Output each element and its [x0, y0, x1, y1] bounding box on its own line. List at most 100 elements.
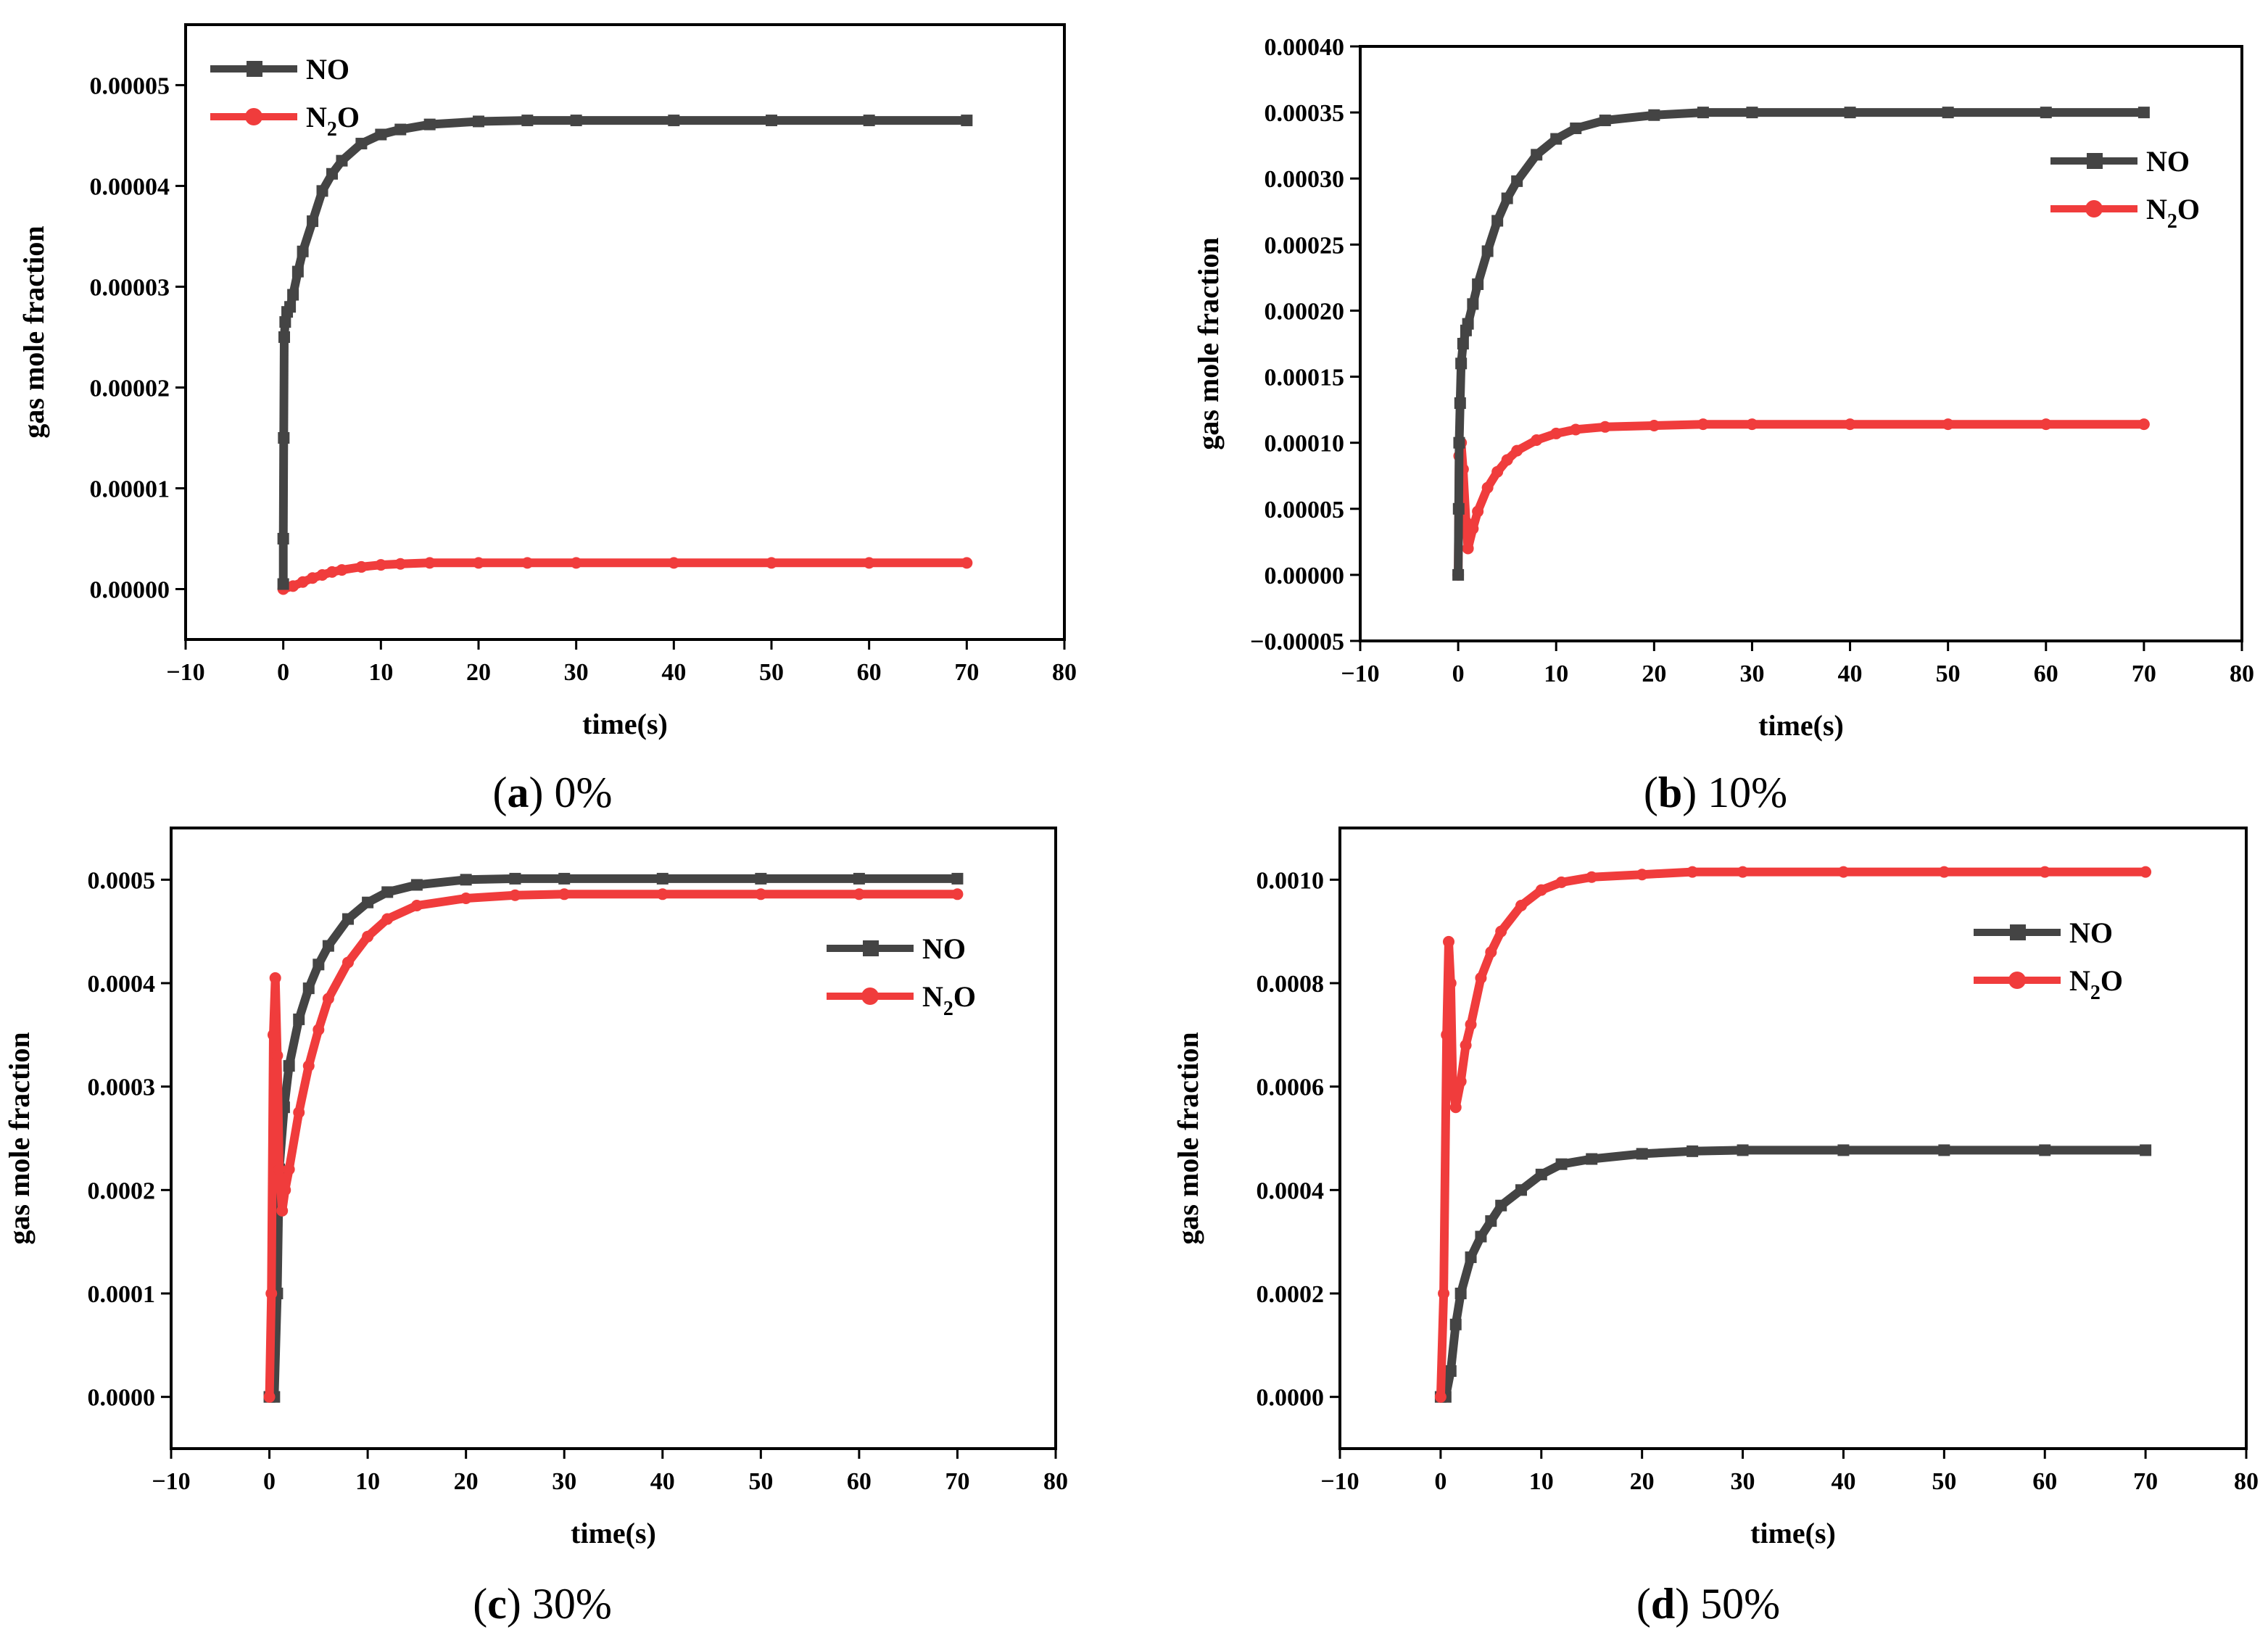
data-point-n2o: [362, 930, 374, 943]
y-tick-label: 0.0004: [88, 971, 156, 998]
data-point-no: [1938, 1144, 1950, 1156]
legend-label-n2o: N2O: [922, 980, 976, 1020]
x-tick-label: 50: [748, 1468, 773, 1495]
y-tick-label: 0.00020: [1265, 298, 1345, 325]
data-point-n2o: [1449, 1101, 1462, 1114]
data-point-no: [2039, 1144, 2051, 1156]
data-point-n2o: [1837, 866, 1850, 878]
data-point-n2o: [267, 1029, 279, 1041]
data-point-n2o: [273, 1163, 286, 1175]
data-point-n2o: [473, 557, 484, 569]
data-point-n2o: [1467, 523, 1479, 535]
data-point-n2o: [1938, 866, 1950, 878]
y-tick-label: 0.0005: [88, 867, 156, 894]
data-point-n2o: [1570, 423, 1582, 436]
data-point-no: [1942, 107, 1954, 119]
data-point-n2o: [1746, 418, 1758, 431]
series-line-n2o: [265, 890, 962, 1401]
data-point-no: [394, 123, 407, 136]
panel-c: −10 0 10 20 30 40 50 60 70 80 0.0000 0.0001 0.0002 0.…: [3, 827, 1068, 1549]
x-tick-label: 40: [1831, 1468, 1855, 1495]
data-point-n2o: [423, 557, 436, 569]
data-point-n2o: [1475, 972, 1487, 984]
data-point-n2o: [394, 558, 407, 570]
data-point-no: [1467, 298, 1479, 310]
data-point-n2o: [1485, 946, 1497, 958]
data-point-n2o: [1515, 900, 1527, 911]
y-tick-label: 0.00005: [90, 73, 170, 99]
legend-marker-no: [863, 940, 879, 956]
data-point-no: [410, 879, 423, 891]
x-tick-label: 20: [1642, 661, 1666, 687]
y-tick-label: 0.00035: [1265, 100, 1345, 127]
data-point-no: [656, 872, 669, 885]
y-tick-label: 0.00015: [1265, 365, 1345, 392]
legend-marker-n2o: [2008, 972, 2026, 989]
x-tick-label: 70: [2132, 661, 2156, 687]
x-tick-label: 0: [277, 659, 289, 686]
data-point-n2o: [570, 557, 582, 569]
data-point-n2o: [853, 888, 865, 900]
legend-marker-n2o: [245, 108, 262, 125]
data-point-no: [283, 1060, 295, 1072]
data-point-no: [2137, 107, 2150, 119]
x-tick-label: 80: [1052, 659, 1077, 686]
x-tick-label: 50: [1932, 1468, 1956, 1495]
data-point-no: [1501, 192, 1513, 204]
data-point-n2o: [509, 889, 521, 901]
data-point-no: [558, 872, 571, 885]
data-point-no: [291, 265, 304, 278]
data-point-n2o: [271, 1049, 284, 1061]
x-tick-label: 50: [759, 659, 784, 686]
data-point-n2o: [2040, 418, 2052, 431]
data-point-no: [509, 872, 521, 885]
y-tick-label: 0.00000: [90, 576, 170, 603]
data-point-no: [1511, 175, 1523, 187]
data-point-no: [951, 872, 964, 885]
y-tick-label: 0.0003: [88, 1074, 156, 1101]
x-tick-label: 0: [263, 1468, 276, 1495]
y-axis-title: gas mole fraction: [1192, 237, 1225, 450]
data-point-n2o: [336, 564, 348, 576]
data-point-no: [362, 896, 374, 908]
y-tick-label: 0.0001: [88, 1281, 156, 1308]
y-tick-label: 0.00002: [90, 375, 170, 402]
data-point-n2o: [410, 900, 423, 911]
x-tick-label: −10: [1341, 661, 1379, 687]
data-point-no: [460, 874, 472, 886]
panel-b: −10 0 10 20 30 40 50 60 70 80 −0.00005 0.00000 0.000…: [1192, 34, 2254, 742]
data-point-n2o: [951, 888, 964, 900]
data-point-n2o: [1686, 866, 1699, 878]
legend-label-no: NO: [2069, 916, 2113, 949]
data-point-no: [1837, 1144, 1850, 1156]
data-point-n2o: [1460, 1039, 1472, 1051]
x-tick-label: 60: [847, 1468, 872, 1495]
data-point-no: [1599, 115, 1611, 127]
panel-a: −10 0 10 20 30 40 50 60 70 80 0.00000 0.00001 0.0000…: [17, 23, 1077, 740]
data-point-no: [297, 245, 309, 257]
x-tick-label: 60: [857, 659, 882, 686]
x-tick-label: 10: [1529, 1468, 1554, 1495]
data-point-no: [1515, 1184, 1527, 1196]
series-line-no: [1454, 108, 2148, 579]
data-point-n2o: [1511, 444, 1523, 457]
legend-marker-no: [247, 61, 262, 77]
data-point-no: [1555, 1158, 1568, 1170]
x-tick-label: 70: [2133, 1468, 2158, 1495]
data-point-no: [278, 331, 291, 343]
data-point-n2o: [287, 580, 299, 592]
data-point-no: [1570, 122, 1582, 134]
y-tick-label: 0.0000: [1257, 1385, 1325, 1412]
plot-frame: [170, 827, 1057, 1450]
data-point-n2o: [1438, 1288, 1450, 1299]
y-tick-label: 0.00010: [1265, 431, 1345, 457]
legend-marker-no: [2087, 153, 2103, 169]
x-tick-label: 10: [355, 1468, 380, 1495]
data-point-no: [307, 215, 319, 228]
data-point-no: [2040, 107, 2052, 119]
data-point-n2o: [355, 560, 368, 573]
y-tick-label: 0.00040: [1265, 34, 1345, 61]
data-point-no: [1697, 107, 1709, 119]
data-point-no: [293, 1013, 305, 1025]
data-point-n2o: [1636, 869, 1648, 881]
